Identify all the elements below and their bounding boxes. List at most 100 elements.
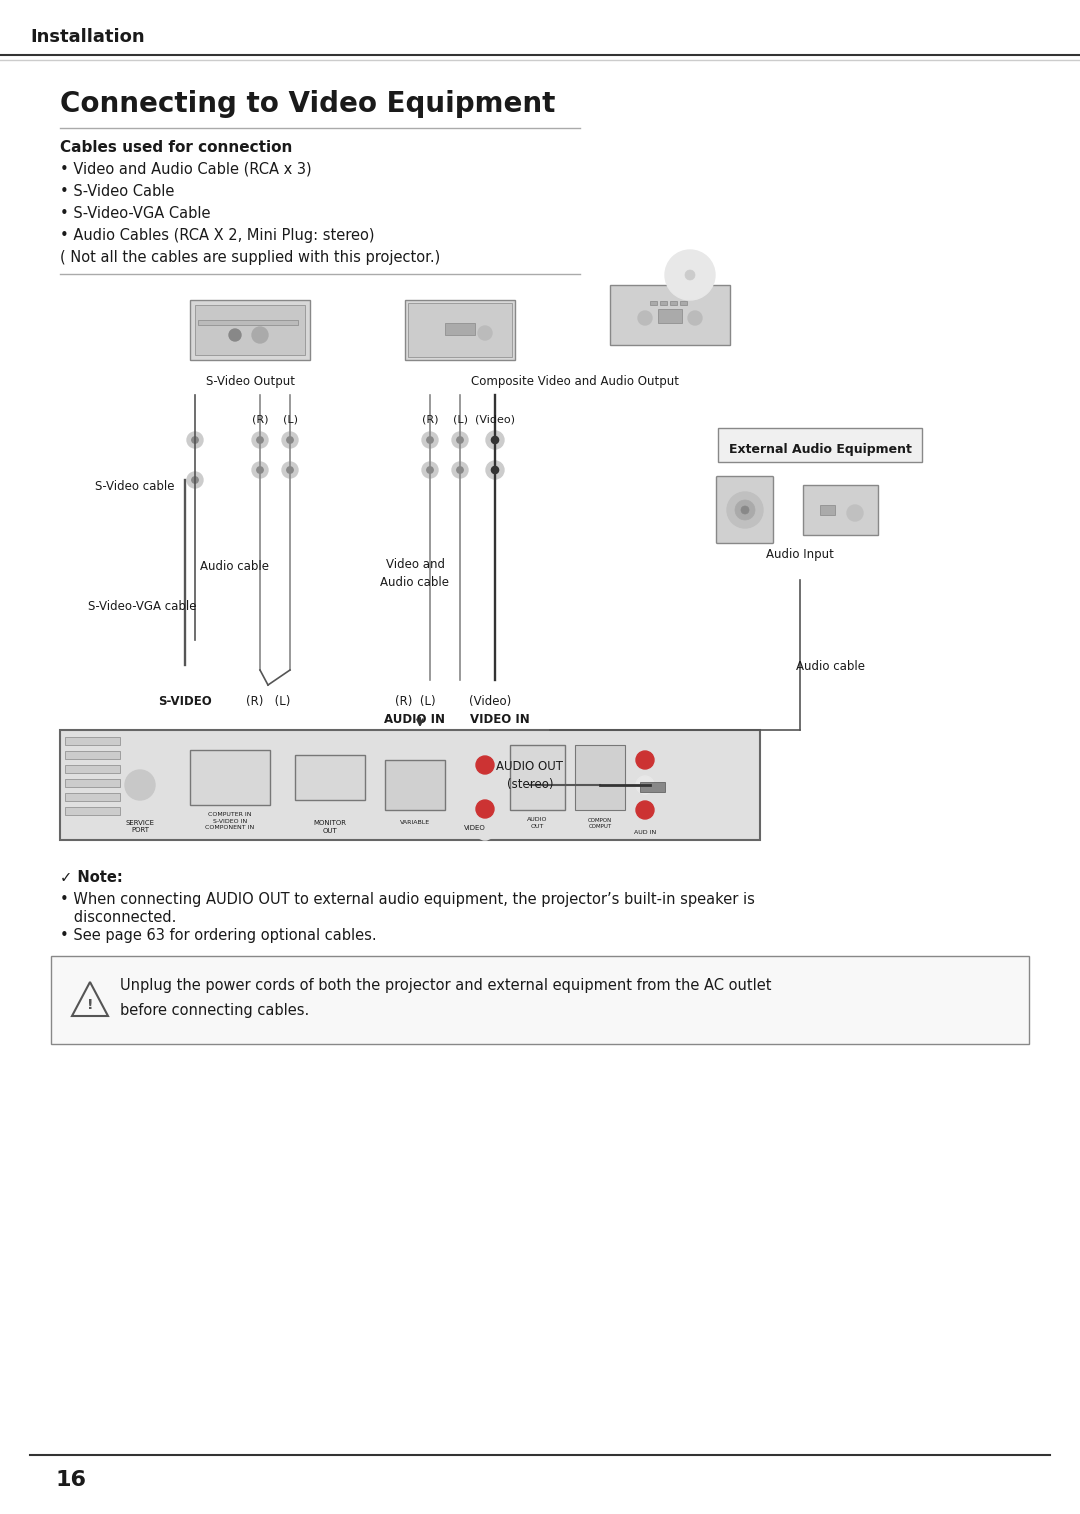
Circle shape (453, 431, 468, 448)
Circle shape (636, 801, 654, 819)
Text: AUDIO
OUT: AUDIO OUT (527, 818, 548, 828)
Text: ( Not all the cables are supplied with this projector.): ( Not all the cables are supplied with t… (60, 250, 441, 265)
Polygon shape (72, 983, 108, 1016)
Text: COMPUTER IN
S-VIDEO IN
COMPONENT IN: COMPUTER IN S-VIDEO IN COMPONENT IN (205, 812, 255, 830)
Circle shape (252, 462, 268, 478)
Text: MONITOR
OUT: MONITOR OUT (313, 821, 347, 834)
Circle shape (192, 477, 199, 483)
Circle shape (457, 466, 463, 474)
Circle shape (685, 269, 696, 280)
FancyBboxPatch shape (405, 300, 515, 360)
Text: Installation: Installation (30, 27, 145, 45)
Text: S-Video-VGA cable: S-Video-VGA cable (87, 600, 197, 613)
Text: COMPON
COMPUT: COMPON COMPUT (588, 818, 612, 830)
Text: S-VIDEO: S-VIDEO (158, 695, 212, 709)
Circle shape (741, 506, 750, 513)
Text: Video and
Audio cable: Video and Audio cable (380, 559, 449, 589)
Bar (408, 303, 512, 357)
Circle shape (287, 438, 293, 444)
Text: disconnected.: disconnected. (60, 910, 176, 925)
Bar (640, 783, 665, 792)
FancyBboxPatch shape (190, 749, 270, 805)
Circle shape (187, 472, 203, 488)
Text: (L): (L) (453, 415, 468, 425)
Circle shape (422, 431, 438, 448)
Text: • See page 63 for ordering optional cables.: • See page 63 for ordering optional cabl… (60, 928, 377, 943)
Circle shape (476, 755, 494, 774)
Text: AUD IN: AUD IN (634, 830, 657, 836)
FancyBboxPatch shape (60, 730, 760, 840)
Text: • Audio Cables (RCA X 2, Mini Plug: stereo): • Audio Cables (RCA X 2, Mini Plug: ster… (60, 229, 375, 244)
Text: Unplug the power cords of both the projector and external equipment from the AC : Unplug the power cords of both the proje… (120, 978, 771, 1017)
Circle shape (252, 327, 268, 344)
Bar (660, 301, 667, 304)
Circle shape (688, 310, 702, 326)
Circle shape (229, 329, 241, 341)
Circle shape (453, 462, 468, 478)
Circle shape (257, 466, 264, 474)
Text: (Video): (Video) (469, 695, 511, 709)
Text: Audio cable: Audio cable (796, 660, 864, 674)
Bar (65, 793, 120, 801)
Circle shape (727, 492, 762, 528)
Text: Composite Video and Audio Output: Composite Video and Audio Output (471, 375, 679, 388)
Circle shape (427, 438, 433, 444)
Text: (R): (R) (252, 415, 268, 425)
Text: • S-Video-VGA Cable: • S-Video-VGA Cable (60, 206, 211, 221)
Circle shape (735, 500, 755, 519)
Bar (820, 506, 835, 515)
Text: AUDIO OUT
(stereo): AUDIO OUT (stereo) (497, 760, 564, 790)
Circle shape (457, 438, 463, 444)
Text: (Video): (Video) (475, 415, 515, 425)
Circle shape (665, 250, 715, 300)
FancyBboxPatch shape (384, 760, 445, 810)
Text: VARIABLE: VARIABLE (400, 821, 430, 825)
Circle shape (287, 466, 293, 474)
Text: VIDEO IN: VIDEO IN (470, 713, 530, 727)
Text: S-Video Output: S-Video Output (205, 375, 295, 388)
Text: Audio cable: Audio cable (201, 560, 270, 572)
Text: ✓ Note:: ✓ Note: (60, 871, 123, 886)
Circle shape (636, 751, 654, 769)
Circle shape (476, 799, 494, 818)
Circle shape (847, 506, 863, 521)
Text: S-Video cable: S-Video cable (95, 480, 175, 494)
Text: (R)   (L): (R) (L) (246, 695, 291, 709)
Text: Audio Input: Audio Input (766, 548, 834, 562)
Bar (650, 301, 657, 304)
Text: (L): (L) (283, 415, 297, 425)
Bar (65, 780, 120, 787)
Bar (198, 319, 298, 326)
Circle shape (252, 431, 268, 448)
Circle shape (486, 460, 504, 478)
Circle shape (491, 436, 499, 444)
FancyBboxPatch shape (295, 755, 365, 799)
Bar (65, 765, 120, 774)
Bar (195, 304, 305, 354)
Text: • When connecting AUDIO OUT to external audio equipment, the projector’s built-i: • When connecting AUDIO OUT to external … (60, 892, 755, 907)
FancyBboxPatch shape (51, 955, 1029, 1045)
FancyBboxPatch shape (575, 745, 625, 810)
FancyBboxPatch shape (716, 477, 773, 544)
Text: SERVICE
PORT: SERVICE PORT (125, 821, 154, 834)
FancyBboxPatch shape (802, 484, 877, 534)
Circle shape (282, 462, 298, 478)
Circle shape (638, 310, 652, 326)
Circle shape (486, 431, 504, 450)
Text: • S-Video Cable: • S-Video Cable (60, 185, 174, 198)
Bar (65, 751, 120, 759)
Text: VIDEO: VIDEO (464, 825, 486, 831)
Circle shape (476, 778, 494, 796)
Text: • Video and Audio Cable (RCA x 3): • Video and Audio Cable (RCA x 3) (60, 162, 312, 177)
Circle shape (427, 466, 433, 474)
Circle shape (422, 462, 438, 478)
Circle shape (187, 431, 203, 448)
Text: !: ! (86, 998, 93, 1011)
Text: 16: 16 (55, 1470, 86, 1490)
Text: Connecting to Video Equipment: Connecting to Video Equipment (60, 89, 555, 118)
Bar (65, 807, 120, 815)
Circle shape (636, 777, 654, 793)
FancyBboxPatch shape (718, 428, 922, 462)
Text: (R): (R) (422, 415, 438, 425)
Bar (658, 309, 681, 322)
